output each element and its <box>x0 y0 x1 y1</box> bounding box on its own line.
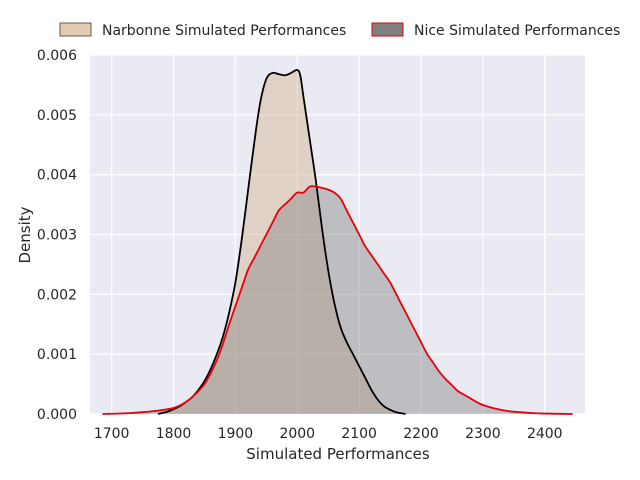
x-tick-label: 1800 <box>156 426 192 442</box>
x-tick-label: 2200 <box>403 426 439 442</box>
density-line-narbonne <box>157 69 406 415</box>
legend-swatch-narbonne <box>59 22 92 37</box>
x-tick-label: 2000 <box>279 426 315 442</box>
x-tick-label: 1700 <box>94 426 130 442</box>
tick-labels: 1700 1800 1900 2000 2100 2200 2300 2400 0.000 0.0… <box>37 48 563 442</box>
y-tick-label: 0.001 <box>37 347 77 363</box>
y-tick-label: 0.000 <box>37 407 77 423</box>
density-fill-nice <box>102 186 573 414</box>
y-tick-label: 0.006 <box>37 48 77 64</box>
x-tick-label: 2300 <box>465 426 501 442</box>
x-tick-label: 2100 <box>341 426 377 442</box>
density-line-nice <box>102 185 573 415</box>
series-layer <box>102 69 573 415</box>
y-tick-label: 0.004 <box>37 168 77 184</box>
legend: Narbonne Simulated Performances Nice Sim… <box>59 22 620 39</box>
legend-label-narbonne: Narbonne Simulated Performances <box>102 23 346 39</box>
x-axis-label: Simulated Performances <box>246 445 430 463</box>
legend-label-nice: Nice Simulated Performances <box>414 23 620 39</box>
y-tick-label: 0.005 <box>37 108 77 124</box>
x-tick-label: 2400 <box>527 426 563 442</box>
y-tick-label: 0.003 <box>37 228 77 244</box>
y-tick-label: 0.002 <box>37 287 77 303</box>
y-axis-label: Density <box>16 206 34 263</box>
density-fill-narbonne <box>158 69 406 414</box>
legend-swatch-nice <box>371 22 404 37</box>
grid <box>90 54 585 415</box>
x-tick-label: 1900 <box>218 426 254 442</box>
